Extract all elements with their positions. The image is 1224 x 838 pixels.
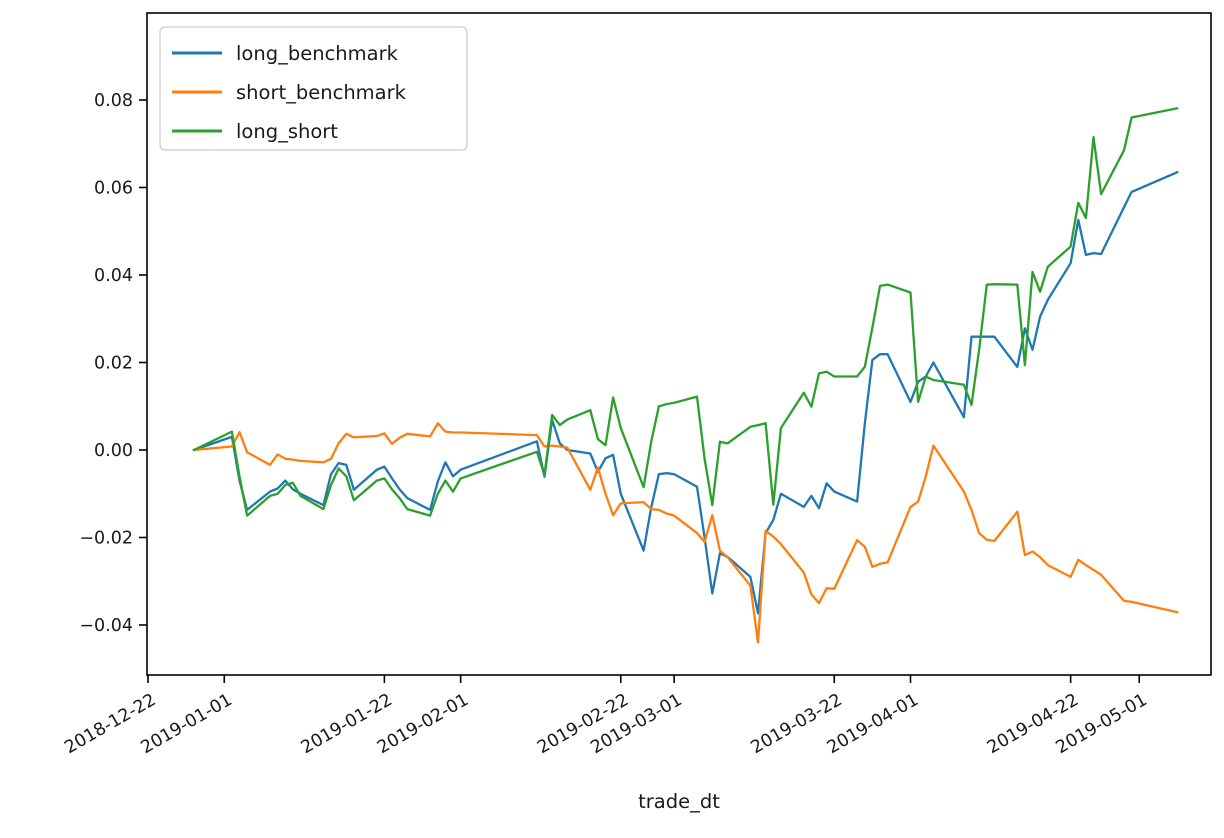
series-line-short_benchmark: [192, 422, 1179, 644]
legend-label-long_short: long_short: [236, 120, 338, 143]
y-tick-label: −0.02: [79, 529, 133, 549]
y-tick-label: 0.06: [94, 179, 133, 199]
y-tick-label: 0.08: [94, 91, 133, 111]
legend-label-long_benchmark: long_benchmark: [236, 42, 399, 65]
y-axis-ticks: 0.08 0.06 0.04 0.02 0.00 −0.02 −0.04: [79, 91, 147, 636]
series-line-long_short: [192, 107, 1179, 517]
legend-box: [159, 26, 468, 151]
y-tick-label: 0.02: [94, 354, 133, 374]
legend: long_benchmark short_benchmark long_short: [159, 26, 468, 151]
y-tick-label: −0.04: [79, 616, 133, 636]
x-axis-label: trade_dt: [638, 790, 720, 813]
plot-area-border: [146, 12, 1212, 676]
series-line-long_benchmark: [192, 171, 1179, 615]
y-tick-label: 0.00: [94, 441, 133, 461]
legend-label-short_benchmark: short_benchmark: [236, 81, 407, 104]
y-tick-label: 0.04: [94, 266, 133, 286]
data-series-lines: [192, 107, 1179, 644]
